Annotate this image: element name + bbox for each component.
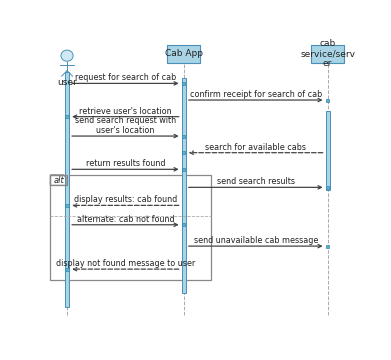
Text: send search request with
user's location: send search request with user's location: [75, 116, 176, 135]
Text: alternate: cab not found: alternate: cab not found: [77, 215, 174, 224]
Text: return results found: return results found: [86, 159, 165, 168]
Bar: [326, 244, 329, 248]
Bar: [182, 151, 185, 154]
Bar: [326, 111, 330, 190]
Text: send unavailable cab message: send unavailable cab message: [194, 236, 318, 245]
Bar: [182, 223, 185, 226]
Bar: [182, 82, 185, 85]
Bar: [311, 45, 344, 63]
Text: Cab App: Cab App: [165, 49, 203, 58]
Text: alt: alt: [53, 176, 64, 185]
Text: request for search of cab: request for search of cab: [75, 73, 176, 82]
Bar: [65, 115, 69, 118]
Text: display not found message to user: display not found message to user: [56, 259, 195, 268]
Text: display results: cab found: display results: cab found: [74, 195, 177, 204]
Bar: [65, 204, 69, 207]
Bar: [182, 135, 185, 138]
Text: cab
service/serv
er: cab service/serv er: [300, 39, 355, 68]
Bar: [326, 186, 329, 189]
Bar: [50, 175, 211, 280]
Text: retrieve user's location: retrieve user's location: [79, 107, 172, 116]
Bar: [50, 175, 67, 185]
Text: send search results: send search results: [217, 177, 295, 186]
Bar: [167, 45, 201, 63]
Bar: [65, 267, 69, 271]
Text: search for available cabs: search for available cabs: [205, 143, 306, 152]
Bar: [182, 78, 186, 293]
Bar: [182, 168, 185, 171]
Text: confirm receipt for search of cab: confirm receipt for search of cab: [190, 90, 322, 99]
Text: user: user: [57, 77, 77, 86]
Bar: [326, 99, 329, 102]
Bar: [65, 72, 69, 307]
Circle shape: [61, 50, 73, 61]
